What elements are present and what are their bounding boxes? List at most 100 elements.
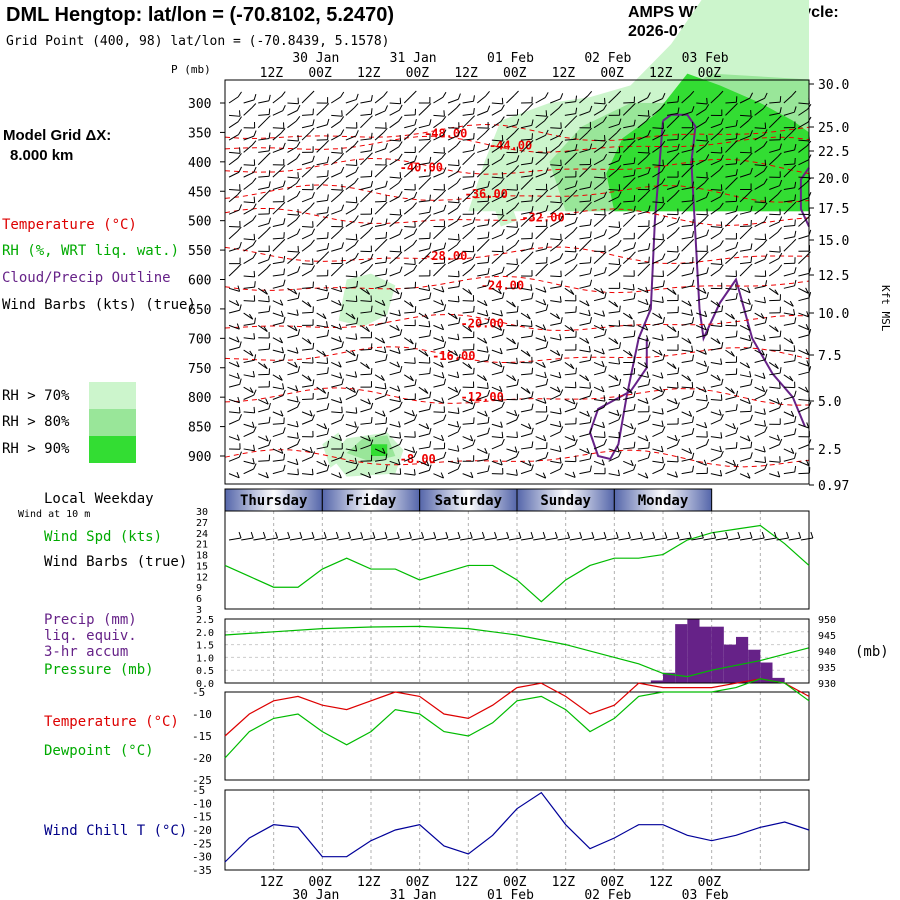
wind-barb <box>272 243 282 252</box>
wind-barb <box>585 338 590 344</box>
wind-barb <box>447 386 459 393</box>
wind-barb <box>735 157 738 164</box>
wind-barb <box>550 468 561 475</box>
wind-barb <box>783 272 795 277</box>
wind-barb <box>268 94 271 101</box>
wind-barb <box>550 386 561 393</box>
wind-barb <box>403 94 413 104</box>
wind-barb <box>564 336 576 339</box>
wind-barb <box>516 431 518 438</box>
wind-barb <box>312 342 315 349</box>
wind-barb <box>441 397 445 404</box>
wind-barb <box>477 300 488 307</box>
wind-barb <box>491 334 503 339</box>
wind-barb <box>427 284 431 291</box>
wind-barb <box>243 394 254 400</box>
wind-barb <box>750 167 753 174</box>
precip-bar <box>699 626 712 683</box>
wind-barb <box>798 182 808 190</box>
wind-barb <box>511 301 516 308</box>
wind-barb <box>637 267 646 277</box>
wind-barb <box>345 182 355 190</box>
pressure-line <box>224 625 810 678</box>
wind-barb <box>297 266 301 273</box>
wind-barb <box>324 251 330 257</box>
wind-barb <box>301 337 312 345</box>
wind-barb <box>769 257 780 265</box>
wind-barb <box>630 423 634 430</box>
wind-barb <box>572 115 578 121</box>
wind-barb <box>725 174 737 178</box>
wind-barb <box>258 259 269 265</box>
wind-barb <box>579 422 591 425</box>
wind-barb <box>287 443 298 450</box>
wind-barb <box>368 189 373 195</box>
wind-barb <box>506 269 517 277</box>
wind-barb <box>258 138 270 141</box>
wind-barb <box>560 196 562 203</box>
wind-barb <box>604 97 606 104</box>
wind-barb <box>301 94 311 104</box>
wind-barb <box>491 272 503 277</box>
wind-barb <box>356 354 359 361</box>
wind-barb <box>623 162 635 166</box>
wind-barb <box>798 121 809 129</box>
wind-barb <box>345 164 357 167</box>
wind-barb <box>725 218 734 227</box>
surface-wind-barb <box>557 537 570 541</box>
wind-barb <box>660 372 664 379</box>
surface-wind-barb <box>289 537 302 541</box>
wind-barb <box>413 414 418 421</box>
wind-barb <box>735 292 738 300</box>
wind-barb <box>425 423 430 430</box>
dewpoint-line <box>224 678 810 759</box>
wind-barb <box>579 300 590 307</box>
weekday-label: Thursday <box>240 493 308 509</box>
wind-barb <box>747 189 753 195</box>
wind-barb <box>297 468 299 475</box>
wind-barb <box>637 157 647 166</box>
wind-barb <box>783 132 793 141</box>
wind-barb <box>456 177 461 184</box>
wind-barb <box>528 140 534 146</box>
wind-barb <box>794 354 797 361</box>
wind-barb <box>660 140 666 147</box>
wind-barb <box>794 416 797 423</box>
wind-barb <box>302 287 314 289</box>
wind-barb <box>296 432 299 439</box>
temp-ytick: -15 <box>192 730 212 743</box>
wind-barb <box>477 224 489 228</box>
wind-barb <box>265 189 271 195</box>
wind-barb <box>748 334 752 341</box>
surface-wind-barb <box>800 537 813 541</box>
wind-barb <box>312 155 315 162</box>
wind-barb <box>798 444 809 450</box>
wind-barb <box>520 433 532 438</box>
wind-barb <box>238 451 242 458</box>
wind-barb <box>798 334 810 339</box>
wind-barb <box>579 386 591 389</box>
isotherm-line <box>224 123 810 142</box>
wind-barb <box>681 300 692 307</box>
wind-barb <box>628 388 633 394</box>
wind-barb <box>783 448 795 455</box>
wind-barb <box>374 359 386 363</box>
wind-barb <box>589 390 593 397</box>
wind-barb <box>228 231 238 240</box>
wind-barb <box>783 236 795 240</box>
surface-wind-barb <box>666 537 680 541</box>
wind-barb <box>506 436 518 439</box>
wind-barb <box>354 457 358 464</box>
wind-barb <box>750 452 753 459</box>
wind-barb <box>710 151 722 154</box>
wind-barb <box>747 263 753 269</box>
wind-barb <box>739 261 752 265</box>
wind-barb <box>637 262 649 265</box>
wind-barb <box>661 129 666 136</box>
wind-barb <box>360 119 369 129</box>
wind-barb <box>531 427 534 434</box>
wind-barb <box>228 268 238 277</box>
wind-barb <box>470 471 474 478</box>
wind-barb <box>637 324 648 331</box>
wind-barb <box>777 471 781 478</box>
